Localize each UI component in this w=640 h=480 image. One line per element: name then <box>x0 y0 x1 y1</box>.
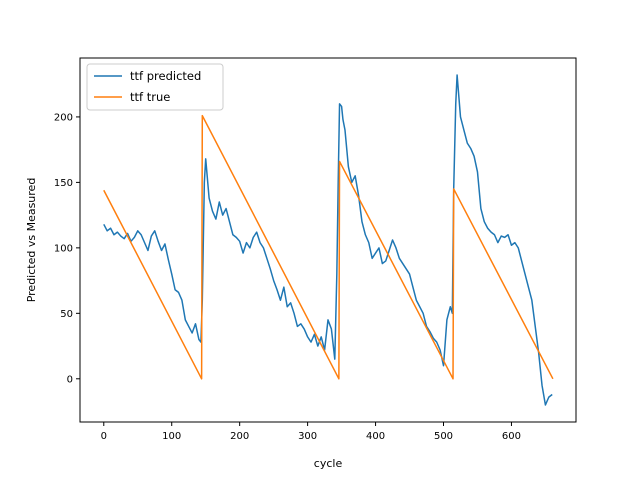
ticks-layer: 0 100 200 300 400 500 600 0 50 100 150 200 <box>54 112 521 442</box>
x-axis-label: cycle <box>314 457 343 470</box>
y-tick-label: 150 <box>54 178 73 189</box>
legend-label-ttf-predicted: ttf predicted <box>130 69 201 83</box>
x-tick-label: 400 <box>366 431 385 442</box>
y-axis-label: Predicted vs Measured <box>25 178 38 303</box>
x-tick-label: 600 <box>502 431 521 442</box>
y-tick-label: 200 <box>54 112 73 123</box>
x-tick-label: 300 <box>298 431 317 442</box>
x-tick-label: 0 <box>101 431 107 442</box>
x-tick-label: 100 <box>162 431 181 442</box>
y-tick-label: 100 <box>54 243 73 254</box>
plot-layer <box>103 74 554 406</box>
legend: ttf predicted ttf true <box>86 63 224 111</box>
y-tick-label: 0 <box>67 374 73 385</box>
series-line-ttf-true <box>103 114 554 380</box>
legend-label-ttf-true: ttf true <box>130 90 170 104</box>
series-line-ttf-predicted <box>103 74 553 406</box>
x-tick-label: 200 <box>230 431 249 442</box>
x-tick-label: 500 <box>434 431 453 442</box>
axes-frame <box>79 57 577 423</box>
y-tick-label: 50 <box>60 309 73 320</box>
